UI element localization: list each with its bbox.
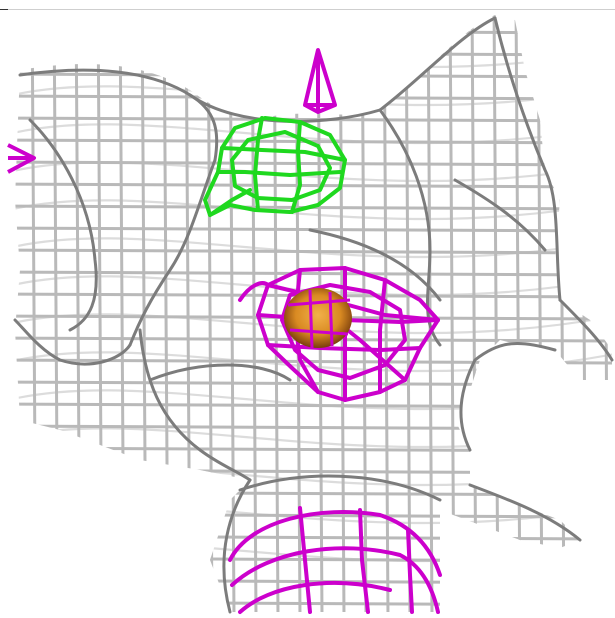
mesh-line <box>52 15 60 612</box>
mesh-line <box>74 15 82 612</box>
mesh-line <box>0 8 615 11</box>
mesh-line <box>15 226 612 233</box>
mesh-line <box>492 15 500 612</box>
mesh-line <box>536 15 544 612</box>
mesh-line <box>15 72 612 79</box>
mesh-line <box>15 50 612 57</box>
green-density-contour <box>203 116 347 217</box>
mesh-line <box>15 446 612 453</box>
mesh-curve <box>15 237 612 259</box>
mesh-line <box>162 15 170 612</box>
magenta-cone-marker-icon <box>303 48 337 114</box>
mesh-line <box>15 182 612 189</box>
mesh-line <box>404 15 412 612</box>
mesh-line <box>15 160 612 167</box>
mesh-curve <box>15 427 612 449</box>
mesh-line <box>15 402 612 409</box>
mesh-line <box>602 15 610 612</box>
mesh-line <box>96 15 104 612</box>
mesh-line <box>15 270 612 277</box>
mesh-line <box>15 28 612 35</box>
mesh-line <box>382 15 390 612</box>
top-separator-line <box>0 9 615 10</box>
mesh-line <box>250 15 258 612</box>
mesh-line <box>580 15 588 612</box>
mesh-line <box>15 490 612 497</box>
mesh-line <box>15 556 612 563</box>
mesh-line <box>206 15 214 612</box>
top-left-tick <box>0 9 8 10</box>
mesh-line <box>470 15 478 612</box>
orange-core-atom <box>284 288 352 349</box>
mesh-line <box>30 15 38 612</box>
mesh-surface-contours <box>13 16 614 614</box>
mesh-line <box>448 15 456 612</box>
mesh-curve <box>15 47 612 69</box>
mesh-line <box>15 15 16 612</box>
mesh-curve <box>15 275 612 297</box>
magenta-density-contour-bottom <box>228 506 442 614</box>
mesh-line <box>15 534 612 541</box>
mesh-line <box>15 248 612 255</box>
mesh-line <box>118 15 126 612</box>
magenta-side-marker-icon <box>7 143 36 174</box>
mesh-line <box>514 15 522 612</box>
mesh-line <box>15 116 612 123</box>
mesh-line <box>15 468 612 475</box>
